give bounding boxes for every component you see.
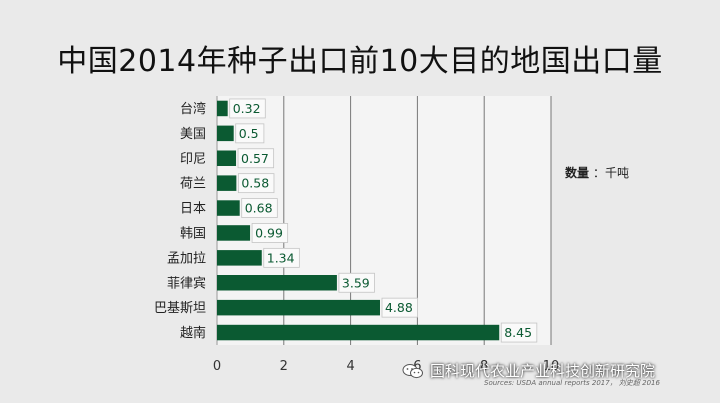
category-label: 越南 [180,325,206,341]
watermark: 国科现代农业产业科技创新研究院 [402,360,655,381]
data-label: 1.34 [267,250,295,265]
unit-note: 数量 ：千吨 [565,164,629,181]
data-label: 0.58 [241,176,269,191]
category-label: 孟加拉 [167,251,206,266]
data-label-box [263,247,300,268]
category-label: 荷兰 [180,177,206,192]
bar [217,200,240,216]
category-label: 台湾 [180,101,206,117]
data-label: 8.45 [504,325,532,340]
x-tick-label: 4 [346,359,354,374]
bar [217,100,228,117]
data-label: 0.99 [255,225,283,240]
x-tick-label: 6 [413,359,421,374]
category-label: 菲律宾 [167,275,206,291]
x-tick-label: 8 [480,359,488,374]
bar [217,175,237,191]
data-label-box [235,123,265,144]
bar [217,225,251,241]
data-label-box [237,173,275,194]
data-label: 0.32 [233,101,261,116]
unit-note-label: 数量 [565,166,590,180]
data-label: 0.68 [245,201,273,216]
unit-note-unit: 千吨 [605,166,630,180]
source-text: Sources: USDA annual reports 2017， [484,379,617,387]
data-label-box [381,297,418,318]
x-tick-label: 2 [280,359,288,374]
bar [217,125,234,142]
watermark-text: 国科现代农业产业科技创新研究院 [430,362,656,380]
data-label-box [241,198,278,218]
source-note: Sources: USDA annual reports 2017， 刘史超 2… [484,378,660,388]
data-label: 0.5 [239,126,259,141]
bar [217,275,337,291]
source-handwritten: 刘史超 2016 [618,379,660,387]
chart-title: 中国2014年种子出口前10大目的地国出口量 [57,44,663,79]
category-label: 巴基斯坦 [154,301,206,316]
bar [217,299,380,316]
x-tick-label: 10 [543,359,560,374]
data-label: 4.88 [385,300,413,315]
data-label-box [237,148,275,169]
category-label: 美国 [180,127,206,142]
x-tick-label: 0 [213,359,221,374]
data-label: 0.57 [241,151,269,166]
data-label: 3.59 [342,275,370,290]
bar [217,324,500,341]
category-label: 印尼 [180,152,206,167]
bar [217,150,237,166]
unit-note-separator: ： [593,166,606,180]
category-label: 日本 [180,202,206,217]
bar [217,250,262,266]
data-label-box [229,98,266,119]
data-label-box [500,322,538,343]
category-label: 韩国 [180,226,206,241]
data-label-box [338,272,375,293]
wechat-icon [402,363,423,378]
data-label-box [251,223,289,243]
